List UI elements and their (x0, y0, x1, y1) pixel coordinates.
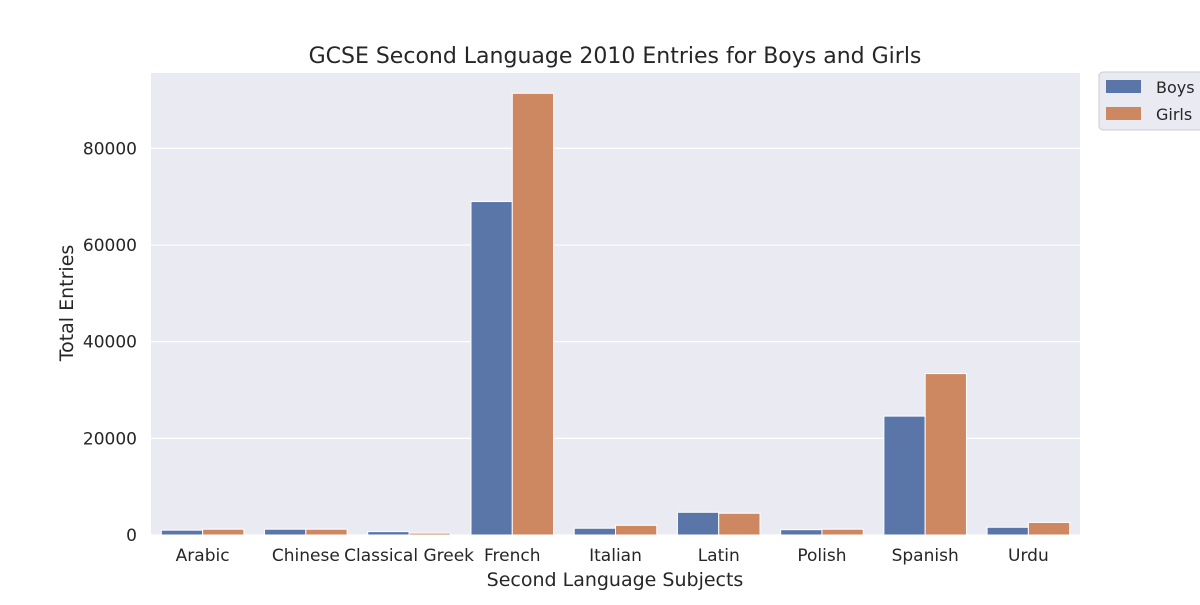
x-tick-label: Spanish (892, 546, 959, 566)
bar-boys-italian (573, 527, 617, 536)
bar-girls-classical-greek (408, 532, 451, 536)
x-tick-label: French (484, 546, 541, 566)
y-axis-ticks: 0 20000 40000 60000 80000 (83, 139, 137, 546)
bar-boys-latin (676, 511, 720, 536)
x-tick-label: Polish (797, 546, 846, 566)
legend-label-boys: Boys (1156, 78, 1195, 97)
bar-boys-polish (780, 529, 823, 536)
y-axis-label: Total Entries (56, 245, 78, 363)
bar-boys-urdu (986, 526, 1029, 536)
x-tick-label: Latin (698, 546, 740, 566)
bars (160, 92, 1071, 536)
bar-girls-italian (615, 524, 658, 536)
chart-title: GCSE Second Language 2010 Entries for Bo… (309, 44, 922, 69)
x-axis-ticks: Arabic Chinese Classical Greek French Italia… (176, 546, 1049, 566)
x-tick-label: Classical Greek (344, 546, 474, 566)
x-tick-label: Chinese (272, 546, 340, 566)
y-tick-label: 20000 (83, 429, 137, 449)
y-tick-label: 40000 (83, 333, 137, 353)
x-tick-label: Arabic (176, 546, 230, 566)
bar-boys-spanish (883, 415, 926, 536)
x-axis-label: Second Language Subjects (487, 569, 744, 591)
bar-girls-french (511, 92, 555, 536)
y-tick-label: 80000 (83, 139, 137, 159)
bar-boys-french (470, 201, 513, 536)
bar-girls-arabic (202, 528, 245, 536)
legend-swatch-boys (1106, 80, 1141, 93)
bar-girls-urdu (1027, 521, 1071, 536)
legend: Boys Girls (1098, 71, 1200, 131)
bar-girls-latin (718, 512, 761, 536)
y-tick-label: 60000 (83, 236, 137, 256)
bar-boys-chinese (264, 528, 307, 536)
y-tick-label: 0 (126, 526, 137, 546)
bar-girls-spanish (924, 373, 967, 536)
bar-boys-arabic (160, 529, 204, 536)
legend-swatch-girls (1106, 107, 1141, 120)
x-tick-label: Italian (589, 546, 642, 566)
bar-girls-polish (821, 528, 864, 536)
bar-boys-classical-greek (367, 531, 410, 536)
bar-girls-chinese (305, 528, 348, 536)
x-tick-label: Urdu (1008, 546, 1049, 566)
legend-label-girls: Girls (1156, 105, 1192, 124)
